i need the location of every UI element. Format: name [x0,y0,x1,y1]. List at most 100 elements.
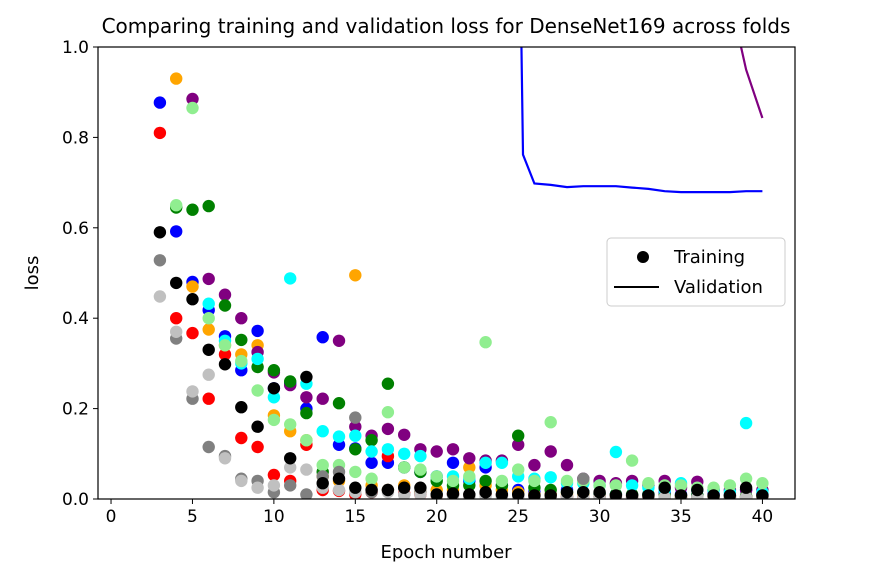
training-point [495,488,509,499]
training-point [365,445,378,458]
training-point [300,463,313,476]
training-point [153,96,167,109]
training-point [723,489,737,499]
training-point [609,445,623,459]
training-point [218,299,232,312]
training-point [284,418,297,431]
training-point [153,254,167,267]
training-point [446,456,460,469]
training-point [267,468,281,482]
training-point [446,474,460,488]
training-point [349,411,362,424]
training-point [153,226,167,239]
training-point [625,454,639,467]
training-point [625,479,639,492]
training-point [170,199,183,212]
training-point [316,425,329,438]
x-axis-label: Epoch number [380,542,512,563]
legend: Training Validation [606,237,786,307]
x-axis-ticks: 0 5 10 15 20 25 30 35 40 [106,499,773,527]
training-point [170,276,183,290]
x-tick-label: 25 [507,507,529,527]
training-point [381,483,395,497]
y-axis-ticks: 0.0 0.2 0.4 0.6 0.8 1.0 [62,38,98,510]
training-point [267,413,281,427]
training-point [235,474,248,488]
y-tick-label: 0.8 [62,128,89,148]
training-point [528,458,541,472]
training-point [381,443,395,456]
x-tick-label: 15 [344,507,366,527]
training-point [625,489,639,499]
training-point [642,477,655,490]
training-point [756,477,769,490]
training-point [251,352,264,366]
training-point [202,297,215,310]
y-tick-label: 1.0 [62,38,89,58]
training-point [544,416,557,429]
training-point [235,333,248,347]
training-point [300,391,313,404]
training-point [739,416,753,430]
training-point [544,445,557,458]
training-point [512,429,525,442]
training-point [251,440,264,454]
training-point [349,420,362,433]
training-point [251,324,264,338]
training-point [479,486,492,499]
training-point [332,430,346,443]
training-point [300,370,313,384]
training-point [365,472,378,485]
training-point [528,489,541,499]
training-point [170,325,183,338]
training-point [153,126,167,140]
training-point [463,452,476,465]
training-point [756,489,769,499]
x-tick-label: 10 [263,507,285,527]
training-point [414,463,427,476]
training-point [349,429,362,442]
training-point [398,461,411,474]
training-point [186,293,199,306]
training-point [430,445,443,458]
training-point [609,479,623,492]
training-point [479,456,492,469]
training-point [202,440,215,454]
training-point [512,488,525,499]
training-point [153,290,167,303]
training-point [446,443,460,456]
training-point [251,481,264,494]
training-point [186,101,199,115]
training-point [349,481,362,494]
training-point [267,391,281,404]
training-point [414,481,427,494]
training-series-6 [170,101,769,494]
training-point [202,272,215,286]
training-point [446,487,460,499]
training-point [218,452,232,465]
training-point [332,472,346,485]
training-point [593,486,606,499]
training-point [560,486,574,499]
training-point [430,488,443,499]
training-point [267,364,281,377]
training-point [544,471,557,484]
training-point [284,479,297,492]
training-point [316,392,329,405]
training-point [300,434,313,447]
training-point [398,481,411,494]
training-point [674,479,688,492]
training-point [707,489,720,499]
training-point [316,331,329,344]
training-point [202,323,215,336]
training-point [218,339,232,352]
training-point [235,312,248,325]
training-point [658,481,671,494]
training-point [267,479,281,492]
training-point [235,401,248,414]
x-tick-label: 5 [187,507,198,527]
x-tick-label: 30 [589,507,611,527]
training-point [186,326,199,340]
training-point [218,288,232,301]
training-point [512,438,525,451]
